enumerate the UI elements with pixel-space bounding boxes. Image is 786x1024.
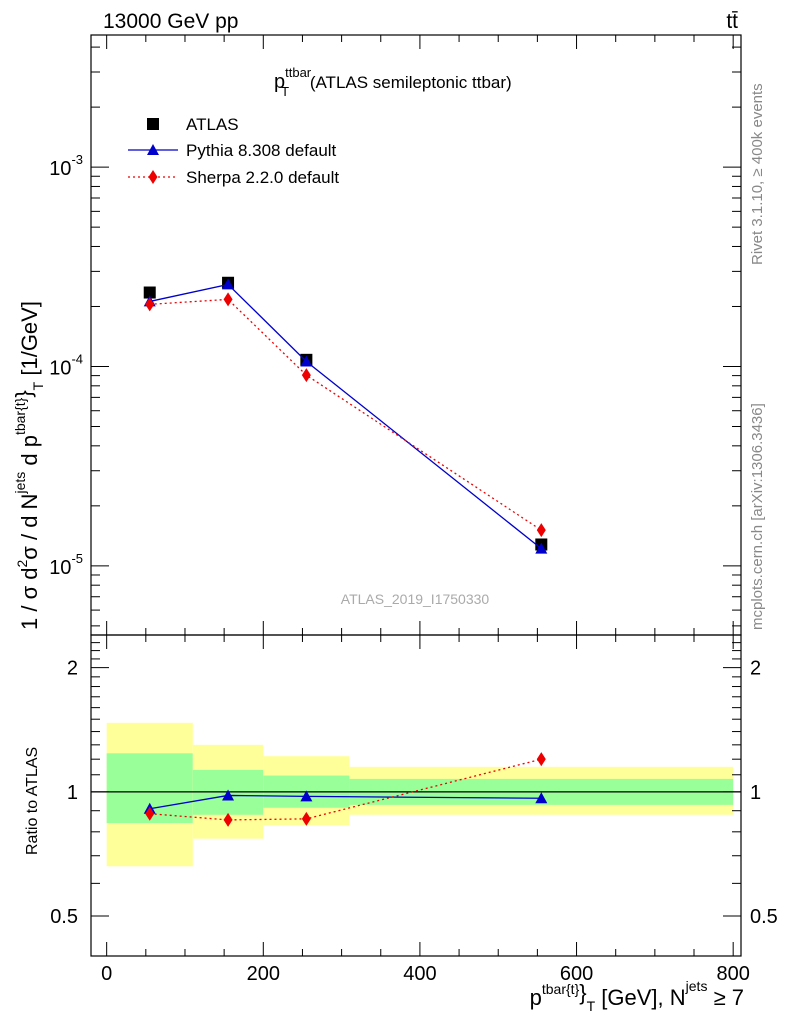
point-series-1-2 <box>300 355 313 367</box>
point-series-2-0 <box>145 297 155 312</box>
ratio-series-layer <box>143 752 548 827</box>
series-line-2 <box>149 298 542 531</box>
title-main: p <box>274 71 285 93</box>
legend: ATLAS Pythia 8.308 default Sherpa 2.2.0 de… <box>128 115 339 187</box>
mcplots-label: mcplots.cern.ch [arXiv:1306.3436] <box>749 403 766 630</box>
point-series-1-1 <box>222 278 235 290</box>
ratio-plot-frame <box>90 634 742 957</box>
legend-marker-1 <box>147 144 159 155</box>
uncertainty-bands <box>106 722 734 867</box>
point-series-2-1 <box>223 292 233 307</box>
ratio-line-0 <box>149 794 542 810</box>
ratio-point-0-2 <box>300 790 313 802</box>
point-series-1-3 <box>535 542 548 554</box>
point-series-0-0 <box>143 286 156 299</box>
process-label: tt̄ <box>726 10 738 33</box>
x-tick-label: 400 <box>403 963 436 985</box>
x-tick-label: 800 <box>716 963 749 985</box>
ratio-axis-ticks <box>91 634 741 957</box>
ratio-tick-label-left: 0.5 <box>50 906 78 928</box>
main-series-layer <box>143 276 548 554</box>
y-tick-label: 10-3 <box>49 152 83 180</box>
analysis-watermark: ATLAS_2019_I1750330 <box>341 591 490 607</box>
ratio-tick-label-right: 0.5 <box>750 906 778 928</box>
x-axis-label: ptbar{t}}T [GeV], Njets ≥ 7 <box>530 978 744 1014</box>
chart-title: pttbar T (ATLAS semileptonic ttbar) <box>274 65 512 99</box>
main-axis-ticks <box>91 35 741 635</box>
ratio-point-1-3 <box>536 752 546 767</box>
y-axis-label: 1 / σ d2σ / d Njets d ptbar{t}}T [1/GeV] <box>11 301 46 630</box>
point-series-2-3 <box>536 523 546 538</box>
tick-labels: 0 200 400 600 800 10-3 10-4 10-5 2 2 1 1 0.5 0.5 <box>49 152 778 985</box>
y-tick-label: 10-4 <box>49 351 83 379</box>
ratio-point-0-3 <box>535 792 548 804</box>
point-series-2-2 <box>301 368 311 383</box>
rivet-label: Rivet 3.1.10, ≥ 400k events <box>749 83 766 265</box>
title-sub: T <box>281 84 289 99</box>
ratio-tick-label-right: 2 <box>750 658 761 680</box>
legend-marker-2 <box>148 170 158 184</box>
legend-label-1: Pythia 8.308 default <box>186 141 337 160</box>
ratio-y-axis-label: Ratio to ATLAS <box>24 747 41 855</box>
legend-marker-0 <box>147 118 159 130</box>
ratio-point-1-2 <box>301 811 311 826</box>
ratio-point-0-1 <box>222 789 235 801</box>
x-tick-label: 600 <box>560 963 593 985</box>
ratio-tick-label-left: 2 <box>67 658 78 680</box>
ratio-point-1-0 <box>145 806 155 821</box>
legend-label-0: ATLAS <box>186 115 239 134</box>
y-tick-label: 10-5 <box>49 551 83 579</box>
x-tick-label: 200 <box>247 963 280 985</box>
legend-label-2: Sherpa 2.2.0 default <box>186 168 339 187</box>
title-rest: (ATLAS semileptonic ttbar) <box>305 73 512 92</box>
series-line-1 <box>149 283 542 550</box>
ratio-tick-label-left: 1 <box>67 782 78 804</box>
energy-label: 13000 GeV pp <box>103 10 238 33</box>
x-tick-label: 0 <box>101 963 112 985</box>
title-sup: ttbar <box>285 65 312 80</box>
ratio-point-1-1 <box>223 812 233 827</box>
ratio-tick-label-right: 1 <box>750 782 761 804</box>
